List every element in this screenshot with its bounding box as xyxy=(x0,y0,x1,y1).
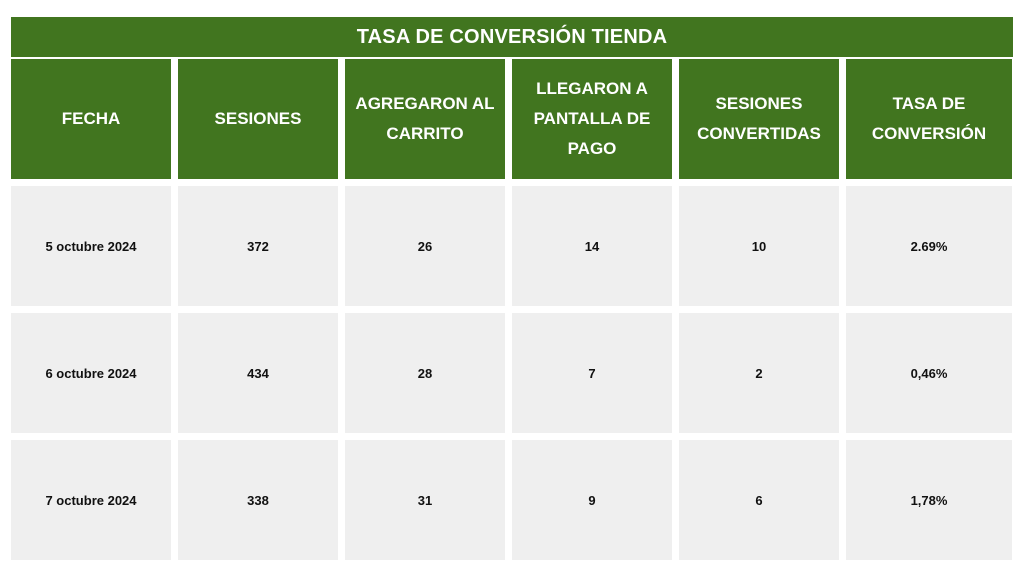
cell-sesiones: 434 xyxy=(178,313,338,433)
cell-llegaron-pantalla-pago: 7 xyxy=(512,313,672,433)
cell-sesiones-convertidas: 2 xyxy=(679,313,839,433)
header-sesiones: SESIONES xyxy=(178,59,338,179)
cell-sesiones: 372 xyxy=(178,186,338,306)
cell-sesiones: 338 xyxy=(178,440,338,560)
cell-tasa-conversion: 0,46% xyxy=(846,313,1012,433)
cell-fecha: 5 octubre 2024 xyxy=(11,186,171,306)
cell-llegaron-pantalla-pago: 14 xyxy=(512,186,672,306)
cell-agregaron-al-carrito: 26 xyxy=(345,186,505,306)
table-title: TASA DE CONVERSIÓN TIENDA xyxy=(11,17,1013,57)
cell-llegaron-pantalla-pago: 9 xyxy=(512,440,672,560)
cell-fecha: 7 octubre 2024 xyxy=(11,440,171,560)
cell-sesiones-convertidas: 6 xyxy=(679,440,839,560)
header-agregaron-al-carrito: AGREGARON AL CARRITO xyxy=(345,59,505,179)
header-sesiones-convertidas: SESIONES CONVERTIDAS xyxy=(679,59,839,179)
cell-fecha: 6 octubre 2024 xyxy=(11,313,171,433)
cell-tasa-conversion: 1,78% xyxy=(846,440,1012,560)
table-row: 5 octubre 2024 372 26 14 10 2.69% xyxy=(11,186,1013,306)
table-row: 6 octubre 2024 434 28 7 2 0,46% xyxy=(11,313,1013,433)
cell-agregaron-al-carrito: 28 xyxy=(345,313,505,433)
cell-agregaron-al-carrito: 31 xyxy=(345,440,505,560)
header-tasa-conversion: TASA DE CONVERSIÓN xyxy=(846,59,1012,179)
table-header-row: FECHA SESIONES AGREGARON AL CARRITO LLEG… xyxy=(11,59,1013,179)
table-row: 7 octubre 2024 338 31 9 6 1,78% xyxy=(11,440,1013,560)
cell-tasa-conversion: 2.69% xyxy=(846,186,1012,306)
cell-sesiones-convertidas: 10 xyxy=(679,186,839,306)
conversion-table: TASA DE CONVERSIÓN TIENDA FECHA SESIONES… xyxy=(11,17,1013,560)
header-fecha: FECHA xyxy=(11,59,171,179)
header-llegaron-pantalla-pago: LLEGARON A PANTALLA DE PAGO xyxy=(512,59,672,179)
